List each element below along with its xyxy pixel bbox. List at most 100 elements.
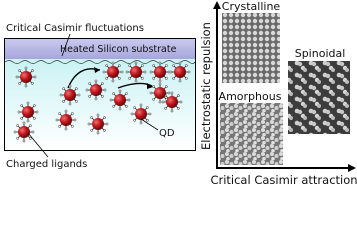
qd-part [68, 84, 72, 88]
qd-part [87, 122, 91, 126]
qd-part [33, 117, 36, 120]
qd-part [152, 85, 155, 88]
qd-part [125, 70, 129, 74]
qd-part [90, 84, 102, 96]
crystalline-image [222, 13, 280, 83]
qd-part [20, 104, 23, 107]
qd-part [18, 126, 30, 138]
qd-part [146, 106, 149, 109]
ligands-label: Charged ligands [6, 159, 87, 170]
qd-part [165, 85, 168, 88]
qd-part [118, 64, 121, 67]
qd-part [154, 66, 166, 78]
qd-part [165, 77, 168, 80]
qd-part [130, 66, 142, 78]
qd-part [101, 82, 104, 85]
qd-part [62, 87, 65, 90]
qd-part [111, 61, 115, 65]
qd-part [107, 66, 119, 78]
qd-part [105, 64, 108, 67]
qd-part [165, 64, 168, 67]
qd-part [170, 91, 174, 95]
qd-part [94, 97, 98, 101]
qd-part [31, 69, 34, 72]
qd-part [161, 100, 165, 104]
qd-part [22, 121, 26, 125]
qd-part [169, 70, 173, 74]
qd-part [174, 66, 186, 78]
qd-part [35, 110, 39, 114]
qd-part [166, 96, 178, 108]
qd-part [60, 114, 72, 126]
pointer [140, 118, 159, 131]
qd-part [29, 137, 32, 140]
qd-part [26, 101, 30, 105]
qd-part [112, 92, 115, 95]
qd-part [158, 100, 162, 104]
qd-part [102, 70, 106, 74]
arrowhead [348, 164, 356, 172]
qd-part [73, 118, 77, 122]
qd-part [149, 91, 153, 95]
phase-label: Amorphous [219, 90, 282, 103]
qd-part [178, 79, 182, 83]
qd-part [152, 77, 155, 80]
qd-part [158, 82, 162, 86]
qd-part [179, 100, 183, 104]
qd-part [58, 112, 61, 115]
qd-part [187, 70, 191, 74]
arrowhead [147, 83, 153, 89]
phase-label: Spinoidal [295, 47, 346, 60]
qd-part [128, 64, 131, 67]
qd-part [71, 125, 74, 128]
qd-part [118, 107, 122, 111]
qd-part [165, 98, 168, 101]
qd-part [101, 95, 104, 98]
qd-part [94, 79, 98, 83]
qd-part [20, 117, 23, 120]
page: Critical Casimir fluctuations Heated Sil… [4, 0, 357, 187]
qd-part [55, 118, 59, 122]
qd-part [17, 110, 21, 114]
qd-part [109, 98, 113, 102]
arrowhead [94, 67, 100, 73]
qd-part [185, 77, 188, 80]
qd-part [178, 61, 182, 65]
qd-part [103, 116, 106, 119]
qd-part [120, 70, 124, 74]
qd-part [143, 70, 147, 74]
qd-part [141, 77, 144, 80]
qd-part [62, 100, 65, 103]
qd-part [90, 129, 93, 132]
fluctuation-wave [4, 60, 196, 64]
qd-part [158, 61, 162, 65]
qd-label: QD [159, 128, 175, 139]
qd-part [90, 116, 93, 119]
qd-part [75, 100, 78, 103]
qd-part [139, 103, 143, 107]
qd-part [71, 112, 74, 115]
qd-part [24, 84, 28, 88]
qd-part [130, 112, 134, 116]
y-axis-label: Electrostatic repulsion [199, 22, 213, 150]
qd-part [158, 79, 162, 83]
qd-part [167, 91, 171, 95]
arrowhead [213, 1, 221, 9]
qd-part [154, 87, 166, 99]
particles [13, 61, 191, 143]
qd-part [172, 64, 175, 67]
qd-part [133, 119, 136, 122]
qd-part [24, 66, 28, 70]
qd-part [96, 113, 100, 117]
qd-part [128, 77, 131, 80]
amorphous-image [220, 103, 283, 165]
qd-part [103, 88, 107, 92]
qd-part [92, 118, 104, 130]
qd-part [13, 130, 17, 134]
qd-part [118, 89, 122, 93]
phase-label: Crystalline [222, 0, 281, 13]
qd-part [64, 109, 68, 113]
qd-part [139, 121, 143, 125]
qd-part [148, 112, 152, 116]
qd-part [170, 109, 174, 113]
